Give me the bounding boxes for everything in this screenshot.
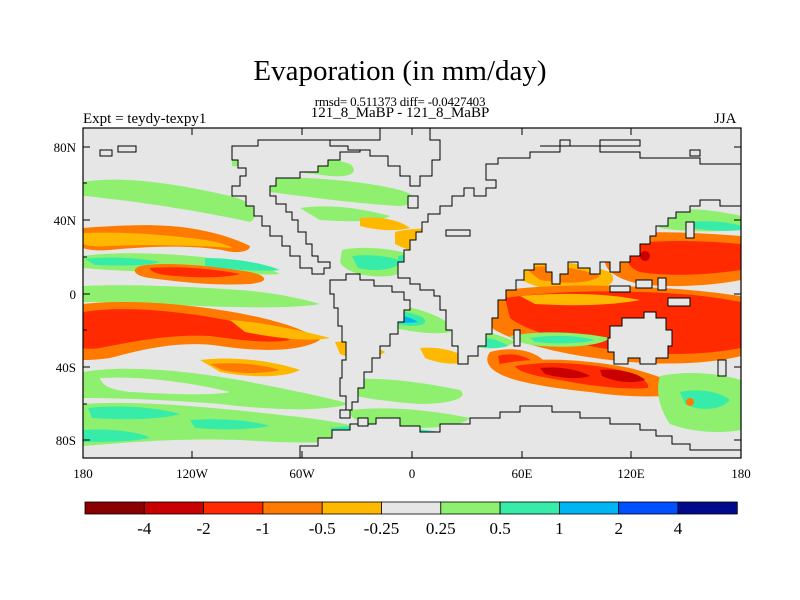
- colorbar-swatch: [499, 501, 560, 515]
- colorbar-label: -0.25: [364, 519, 399, 538]
- colorbar-swatch: [440, 501, 501, 515]
- continent-outlines: [99, 128, 741, 458]
- colorbar-swatch: [321, 501, 382, 515]
- lat-label: 80N: [54, 140, 77, 155]
- pacific-west-field: [83, 179, 380, 446]
- experiment-pair-label: 121_8_MaBP - 121_8_MaBP: [310, 105, 490, 121]
- lat-label: 40N: [54, 213, 77, 228]
- lon-label: 120W: [176, 466, 209, 481]
- chart-title: Evaporation (in mm/day): [253, 55, 547, 87]
- colorbar-label: -1: [256, 519, 270, 538]
- colorbar: [84, 501, 738, 515]
- lon-label: 60W: [289, 466, 315, 481]
- lat-ticks: [83, 146, 741, 441]
- colorbar-label: -2: [197, 519, 211, 538]
- lon-label: 0: [409, 466, 416, 481]
- colorbar-swatch: [84, 501, 145, 515]
- colorbar-swatch: [677, 501, 738, 515]
- colorbar-swatch: [618, 501, 679, 515]
- season-label: JJA: [714, 111, 737, 127]
- lat-label: 0: [70, 287, 77, 302]
- experiment-label: Expt = teydy-texpy1: [83, 111, 207, 127]
- lon-label: 120E: [617, 466, 645, 481]
- colorbar-label: -0.5: [309, 519, 336, 538]
- lon-label: 60E: [512, 466, 533, 481]
- colorbar-swatch: [262, 501, 323, 515]
- colorbar-swatch: [143, 501, 205, 515]
- colorbar-label: 4: [674, 519, 683, 538]
- colorbar-label: 2: [614, 519, 623, 538]
- stats-subtitle: rmsd= 0.511373 diff= -0.0427403: [314, 94, 486, 109]
- colorbar-swatch: [203, 501, 264, 515]
- lon-label: 180: [73, 466, 93, 481]
- lon-label: 180: [731, 466, 751, 481]
- lat-label: 80S: [56, 433, 76, 448]
- colorbar-label: 1: [555, 519, 564, 538]
- colorbar-label: -4: [137, 519, 152, 538]
- colorbar-swatch: [559, 501, 620, 515]
- colorbar-swatch: [381, 501, 442, 515]
- lat-label: 40S: [56, 360, 76, 375]
- colorbar-label: 0.5: [489, 519, 510, 538]
- lon-ticks: [191, 128, 632, 458]
- colorbar-label: 0.25: [426, 519, 456, 538]
